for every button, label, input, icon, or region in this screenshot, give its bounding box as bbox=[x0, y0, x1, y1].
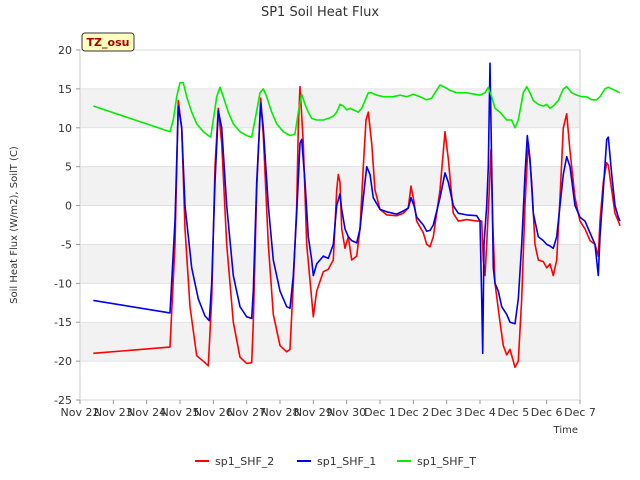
legend-item-sp1_SHF_2: sp1_SHF_2 bbox=[195, 455, 274, 468]
legend-item-sp1_SHF_T: sp1_SHF_T bbox=[397, 455, 476, 468]
y-tick-label: -20 bbox=[54, 355, 72, 368]
legend-label: sp1_SHF_1 bbox=[317, 455, 376, 468]
y-tick-label: 20 bbox=[58, 44, 72, 57]
site-badge-box bbox=[81, 32, 135, 52]
plot-bands bbox=[80, 88, 580, 362]
x-tick-label: Nov 23 bbox=[94, 406, 133, 419]
x-tick-label: Nov 25 bbox=[161, 406, 200, 419]
y-tick-label: 15 bbox=[58, 83, 72, 96]
series-line-sp1_SHF_T bbox=[93, 81, 621, 138]
x-tick-label: Dec 5 bbox=[497, 406, 529, 419]
x-tick-label: Dec 3 bbox=[431, 406, 463, 419]
x-axis-label: Time bbox=[553, 425, 578, 436]
plot-band bbox=[80, 322, 580, 362]
x-tick-label: Nov 27 bbox=[227, 406, 266, 419]
series-line-sp1_SHF_1 bbox=[93, 62, 621, 355]
plot-band bbox=[80, 88, 580, 128]
x-tick-label: Dec 4 bbox=[464, 406, 496, 419]
y-tick-label: 0 bbox=[65, 200, 72, 213]
plot-band bbox=[80, 244, 580, 284]
y-tick-label: 5 bbox=[65, 161, 72, 174]
y-tick-label: -25 bbox=[54, 394, 72, 407]
site-badge: TZ_osu bbox=[81, 32, 135, 52]
x-tick-label: Nov 29 bbox=[294, 406, 333, 419]
legend: sp1_SHF_2 sp1_SHF_1 sp1_SHF_T bbox=[195, 455, 476, 468]
y-axis-label: Soil Heat Flux (W/m2), SoilT (C) bbox=[9, 146, 20, 304]
x-tick-label: Dec 1 bbox=[364, 406, 396, 419]
plot-band bbox=[80, 166, 580, 206]
x-tick-label: Dec 7 bbox=[564, 406, 596, 419]
series-lines bbox=[93, 62, 621, 369]
legend-label: sp1_SHF_2 bbox=[215, 455, 274, 468]
y-tick-label: 10 bbox=[58, 122, 72, 135]
chart-title: SP1 Soil Heat Flux bbox=[261, 5, 379, 20]
x-tick-label: Nov 24 bbox=[127, 406, 166, 419]
legend-label: sp1_SHF_T bbox=[417, 455, 476, 468]
x-tick-label: Nov 26 bbox=[194, 406, 233, 419]
y-axis-ticks: -25 -20 -15 -10 -5 0 5 10 15 20 bbox=[54, 44, 580, 407]
y-tick-label: -15 bbox=[54, 316, 72, 329]
legend-item-sp1_SHF_1: sp1_SHF_1 bbox=[297, 455, 376, 468]
x-tick-label: Dec 6 bbox=[531, 406, 563, 419]
x-tick-label: Nov 22 bbox=[61, 406, 100, 419]
x-tick-label: Nov 28 bbox=[261, 406, 300, 419]
x-tick-label: Nov 30 bbox=[327, 406, 366, 419]
x-tick-label: Dec 2 bbox=[397, 406, 429, 419]
y-tick-label: -5 bbox=[61, 238, 72, 251]
site-badge-text: TZ_osu bbox=[87, 36, 130, 49]
y-tick-label: -10 bbox=[54, 277, 72, 290]
